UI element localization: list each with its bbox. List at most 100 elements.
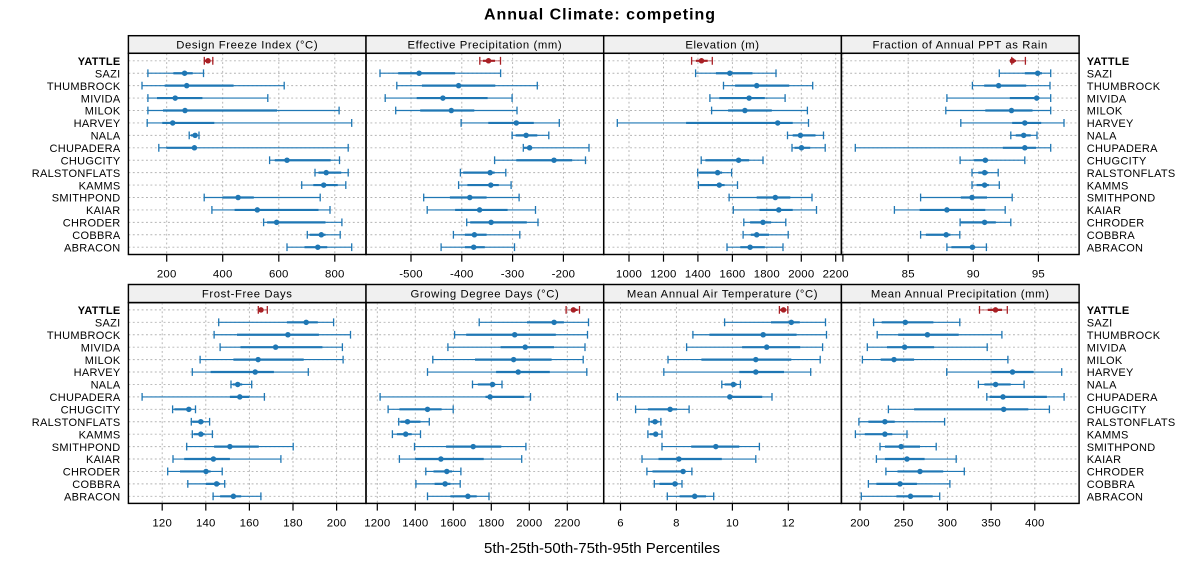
svg-text:-200: -200 — [552, 269, 576, 281]
svg-text:Frost-Free Days: Frost-Free Days — [202, 289, 293, 301]
svg-text:140: 140 — [196, 518, 216, 530]
svg-text:200: 200 — [850, 518, 870, 530]
svg-text:NALA: NALA — [91, 380, 121, 392]
svg-text:HARVEY: HARVEY — [74, 118, 121, 130]
svg-text:CHRODER: CHRODER — [1087, 467, 1145, 479]
svg-text:600: 600 — [269, 269, 289, 281]
svg-text:6: 6 — [617, 518, 624, 530]
svg-text:MILOK: MILOK — [85, 355, 121, 367]
svg-text:SAZI: SAZI — [95, 68, 121, 80]
svg-text:CHUGCITY: CHUGCITY — [61, 405, 121, 417]
svg-text:MILOK: MILOK — [85, 106, 121, 118]
svg-text:ABRACON: ABRACON — [64, 242, 121, 254]
svg-text:Effective Precipitation (mm): Effective Precipitation (mm) — [408, 39, 563, 51]
svg-text:90: 90 — [967, 269, 980, 281]
svg-text:Mean Annual Air Temperature (°: Mean Annual Air Temperature (°C) — [627, 289, 818, 301]
svg-text:Design Freeze Index (°C): Design Freeze Index (°C) — [176, 39, 318, 51]
svg-text:RALSTONFLATS: RALSTONFLATS — [32, 417, 121, 429]
svg-text:ABRACON: ABRACON — [64, 492, 121, 504]
svg-text:CHUPADERA: CHUPADERA — [50, 392, 121, 404]
svg-text:-300: -300 — [501, 269, 525, 281]
svg-text:HARVEY: HARVEY — [1087, 118, 1134, 130]
svg-text:95: 95 — [1032, 269, 1045, 281]
svg-text:1800: 1800 — [754, 269, 780, 281]
svg-text:1000: 1000 — [616, 269, 642, 281]
svg-text:Elevation (m): Elevation (m) — [685, 39, 759, 51]
svg-text:1200: 1200 — [650, 269, 676, 281]
svg-text:RALSTONFLATS: RALSTONFLATS — [1087, 168, 1176, 180]
svg-text:MIVIDA: MIVIDA — [81, 342, 121, 354]
svg-text:YATTLE: YATTLE — [78, 305, 121, 317]
svg-text:2200: 2200 — [823, 269, 849, 281]
svg-text:MIVIDA: MIVIDA — [1087, 342, 1127, 354]
svg-text:-500: -500 — [399, 269, 423, 281]
svg-text:CHUGCITY: CHUGCITY — [1087, 155, 1147, 167]
svg-text:YATTLE: YATTLE — [78, 56, 121, 68]
svg-text:350: 350 — [981, 518, 1001, 530]
svg-text:2200: 2200 — [554, 518, 580, 530]
svg-text:12: 12 — [782, 518, 795, 530]
svg-text:1400: 1400 — [402, 518, 428, 530]
svg-text:KAMMS: KAMMS — [1087, 180, 1129, 192]
svg-text:COBBRA: COBBRA — [1087, 230, 1136, 242]
svg-text:10: 10 — [726, 518, 739, 530]
svg-text:MILOK: MILOK — [1087, 106, 1123, 118]
svg-text:800: 800 — [325, 269, 345, 281]
svg-text:400: 400 — [1025, 518, 1045, 530]
svg-text:KAIAR: KAIAR — [86, 454, 121, 466]
svg-text:CHRODER: CHRODER — [63, 218, 121, 230]
svg-text:COBBRA: COBBRA — [72, 479, 121, 491]
svg-text:250: 250 — [894, 518, 914, 530]
svg-text:HARVEY: HARVEY — [74, 367, 121, 379]
svg-text:ABRACON: ABRACON — [1087, 242, 1144, 254]
svg-text:KAIAR: KAIAR — [1087, 205, 1122, 217]
svg-text:SAZI: SAZI — [95, 318, 121, 330]
svg-text:1600: 1600 — [440, 518, 466, 530]
svg-text:YATTLE: YATTLE — [1087, 56, 1130, 68]
svg-text:CHRODER: CHRODER — [1087, 218, 1145, 230]
svg-text:NALA: NALA — [1087, 131, 1117, 143]
svg-text:YATTLE: YATTLE — [1087, 305, 1130, 317]
svg-text:NALA: NALA — [1087, 380, 1117, 392]
svg-text:1800: 1800 — [478, 518, 504, 530]
svg-text:MILOK: MILOK — [1087, 355, 1123, 367]
svg-text:ABRACON: ABRACON — [1087, 492, 1144, 504]
svg-text:CHUPADERA: CHUPADERA — [1087, 143, 1158, 155]
svg-text:CHUPADERA: CHUPADERA — [1087, 392, 1158, 404]
svg-text:SMITHPOND: SMITHPOND — [52, 193, 121, 205]
svg-text:MIVIDA: MIVIDA — [1087, 93, 1127, 105]
svg-text:KAMMS: KAMMS — [1087, 429, 1129, 441]
svg-text:1200: 1200 — [364, 518, 390, 530]
svg-text:2000: 2000 — [516, 518, 542, 530]
svg-text:Mean Annual Precipitation (mm): Mean Annual Precipitation (mm) — [871, 289, 1050, 301]
svg-text:1600: 1600 — [719, 269, 745, 281]
svg-text:5th-25th-50th-75th-95th Percen: 5th-25th-50th-75th-95th Percentiles — [484, 540, 720, 557]
svg-text:NALA: NALA — [91, 131, 121, 143]
svg-text:KAMMS: KAMMS — [79, 180, 121, 192]
svg-text:RALSTONFLATS: RALSTONFLATS — [1087, 417, 1176, 429]
svg-text:HARVEY: HARVEY — [1087, 367, 1134, 379]
svg-text:400: 400 — [213, 269, 233, 281]
svg-text:CHRODER: CHRODER — [63, 467, 121, 479]
svg-text:CHUPADERA: CHUPADERA — [50, 143, 121, 155]
svg-text:KAIAR: KAIAR — [1087, 454, 1122, 466]
svg-text:THUMBROCK: THUMBROCK — [1087, 330, 1161, 342]
svg-text:180: 180 — [283, 518, 303, 530]
svg-text:KAIAR: KAIAR — [86, 205, 121, 217]
svg-text:Growing Degree Days (°C): Growing Degree Days (°C) — [410, 289, 559, 301]
svg-text:Fraction of Annual PPT as Rain: Fraction of Annual PPT as Rain — [872, 39, 1047, 51]
svg-text:160: 160 — [240, 518, 260, 530]
svg-text:-400: -400 — [450, 269, 474, 281]
svg-text:1400: 1400 — [685, 269, 711, 281]
svg-text:200: 200 — [157, 269, 177, 281]
svg-text:300: 300 — [938, 518, 958, 530]
svg-text:KAMMS: KAMMS — [79, 429, 121, 441]
svg-text:120: 120 — [152, 518, 172, 530]
svg-text:CHUGCITY: CHUGCITY — [61, 155, 121, 167]
svg-text:COBBRA: COBBRA — [1087, 479, 1136, 491]
svg-text:SAZI: SAZI — [1087, 318, 1113, 330]
svg-text:SAZI: SAZI — [1087, 68, 1113, 80]
svg-text:SMITHPOND: SMITHPOND — [1087, 193, 1156, 205]
svg-text:Annual Climate: competing: Annual Climate: competing — [484, 6, 716, 23]
svg-text:COBBRA: COBBRA — [72, 230, 121, 242]
